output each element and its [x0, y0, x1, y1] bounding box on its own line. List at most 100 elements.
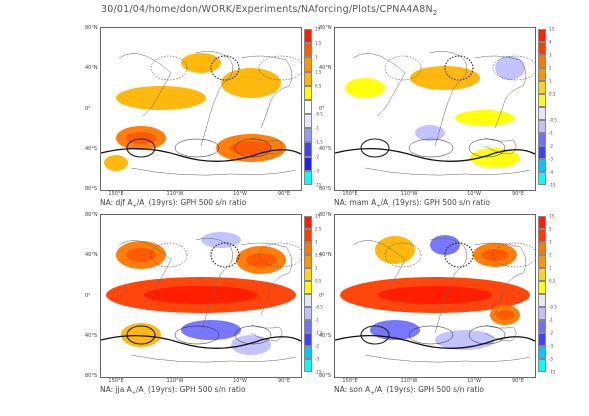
colorbar-tick-label: 0.5 — [315, 83, 322, 89]
gph-contour — [468, 325, 506, 345]
colorbar-tick-label: 1.5 — [315, 252, 322, 258]
strong-ratio-region — [126, 132, 156, 144]
strong-ratio-region — [378, 286, 492, 304]
colorbar-swatch — [538, 42, 546, 55]
positive-ratio-region — [345, 78, 385, 98]
colorbar-tick-label: -1 — [549, 130, 553, 136]
colorbar-tick-label: 0.5 — [549, 278, 556, 284]
colorbar-swatch — [304, 128, 312, 143]
colorbar-tick-label: -15 — [549, 182, 556, 188]
colorbar — [538, 29, 546, 185]
colorbar-tick-label: -0.5 — [549, 117, 557, 123]
colorbar-tick-label: 15 — [315, 213, 321, 219]
zero-contour — [335, 148, 535, 162]
gph-contour — [210, 55, 240, 81]
gph-contour — [150, 242, 188, 268]
colorbar-tick-label: 15 — [549, 26, 555, 32]
latitude-label: 80°N — [85, 212, 98, 218]
colorbar-swatch — [304, 29, 312, 44]
coastline — [118, 240, 172, 304]
strong-ratio-region — [230, 141, 272, 155]
map-panel-djf: 80°N 40°N 0° 40°S 80°S 150°E 110°W 10°W 90°E NA: … — [85, 25, 350, 219]
panel-caption: NA: son A+/A- (19yrs): GPH 500 s/n ratio — [334, 385, 485, 397]
positive-ratio-region — [104, 155, 128, 171]
zero-contour — [101, 335, 301, 349]
longitude-label: 150°E — [108, 378, 124, 384]
latitude-label: 0° — [319, 293, 325, 299]
colorbar-tick-label: 0.5 — [315, 278, 322, 284]
negative-ratio-region — [370, 320, 420, 340]
colorbar-swatch — [538, 55, 546, 68]
latitude-label: 0° — [319, 106, 325, 112]
colorbar-swatch — [538, 294, 546, 307]
latitude-label: 0° — [85, 106, 91, 112]
colorbar-tick-label: -1.5 — [315, 139, 323, 145]
colorbar-swatch — [538, 159, 546, 172]
latitude-label: 80°S — [85, 373, 98, 379]
coastline — [364, 167, 531, 176]
latitude-label: 0° — [85, 293, 91, 299]
coastline — [429, 50, 467, 147]
positive-ratio-region — [470, 148, 520, 168]
colorbar-swatch — [538, 120, 546, 133]
gph-contour — [492, 55, 535, 81]
coastline — [364, 354, 531, 363]
gph-ratio-map — [101, 50, 301, 176]
panel-caption: NA: djf A+/A- (19yrs): GPH 500 s/n ratio — [100, 198, 247, 210]
longitude-label: 150°E — [342, 191, 358, 197]
colorbar-swatch — [538, 281, 546, 294]
colorbar-swatch — [538, 172, 546, 185]
colorbar-swatch — [538, 359, 546, 372]
colorbar-swatch — [304, 99, 312, 115]
longitude-label: 90°E — [277, 378, 291, 384]
colorbar-swatch — [304, 71, 312, 86]
colorbar-tick-label: 5 — [549, 226, 552, 232]
colorbar-swatch — [304, 294, 312, 307]
colorbar-tick-label: -0.5 — [549, 304, 557, 310]
gph-contour — [360, 325, 390, 345]
gph-contour — [126, 138, 156, 158]
gph-contour — [360, 138, 390, 158]
strong-ratio-region — [144, 286, 258, 304]
positive-ratio-region — [410, 66, 480, 90]
map-panel-jja: 80°N 40°N 0° 40°S 80°S 150°E 110°W 10°W 90°E NA: … — [85, 212, 350, 406]
coastline — [429, 237, 467, 334]
colorbar-swatch — [304, 43, 312, 58]
latitude-label: 80°S — [319, 186, 332, 192]
colorbar-tick-label: 2 — [549, 65, 552, 71]
longitude-label: 10°W — [233, 378, 247, 384]
colorbar-tick-label: -2 — [549, 143, 553, 149]
colorbar-swatch — [304, 229, 312, 242]
latitude-label: 40°S — [85, 333, 98, 339]
colorbar-swatch — [304, 346, 312, 359]
panel-caption: NA: mam A+/A- (19yrs): GPH 500 s/n ratio — [334, 198, 490, 210]
colorbar-swatch — [538, 146, 546, 159]
gph-ratio-map — [101, 232, 301, 363]
colorbar-tick-label: 1 — [549, 78, 552, 84]
colorbar-tick-label: -3 — [315, 356, 319, 362]
longitude-label: 90°E — [511, 378, 525, 384]
colorbar — [304, 29, 312, 185]
colorbar-tick-label: 2.5 — [315, 226, 322, 232]
gph-contour — [444, 55, 474, 81]
map-frame — [334, 27, 536, 191]
colorbar-tick-label: -0.5 — [315, 111, 323, 117]
colorbar-tick-label: -1 — [549, 317, 553, 323]
gph-contour — [150, 55, 188, 81]
colorbar-swatch — [538, 333, 546, 346]
colorbar-tick-label: -15 — [549, 369, 556, 375]
colorbar-tick-label: -1 — [315, 317, 319, 323]
gph-contour — [468, 138, 506, 158]
gph-contour — [258, 242, 301, 268]
colorbar-swatch — [304, 216, 312, 229]
colorbar-tick-label: 1 — [549, 265, 552, 271]
colorbar-swatch — [538, 229, 546, 242]
colorbar-tick-label: 15 — [315, 26, 321, 32]
colorbar-swatch — [538, 320, 546, 333]
colorbar-tick-label: -0.5 — [315, 304, 323, 310]
coastline — [130, 167, 297, 176]
colorbar-tick-label: 1 — [315, 265, 318, 271]
longitude-label: 150°E — [108, 191, 124, 197]
colorbar-swatch — [538, 268, 546, 281]
colorbar-swatch — [538, 307, 546, 320]
